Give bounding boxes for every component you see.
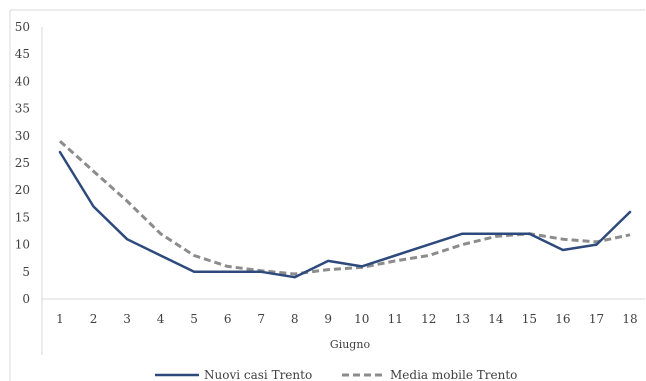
legend-label: Media mobile Trento xyxy=(390,368,517,381)
x-tick-label: 8 xyxy=(291,312,299,326)
x-tick-label: 10 xyxy=(354,312,369,326)
y-tick-label: 20 xyxy=(15,183,30,197)
legend-label: Nuovi casi Trento xyxy=(204,368,312,381)
y-tick-label: 15 xyxy=(15,210,30,224)
y-tick-label: 25 xyxy=(15,156,30,170)
y-tick-label: 10 xyxy=(15,238,30,252)
legend-item: Media mobile Trento xyxy=(342,368,517,381)
x-tick-label: 17 xyxy=(589,312,604,326)
x-tick-label: 12 xyxy=(421,312,436,326)
y-tick-label: 0 xyxy=(22,292,30,306)
legend-item: Nuovi casi Trento xyxy=(155,368,312,381)
y-tick-label: 30 xyxy=(15,129,30,143)
x-tick-label: 14 xyxy=(488,312,504,326)
x-tick-label: 3 xyxy=(123,312,131,326)
x-axis-title: Giugno xyxy=(330,338,371,351)
x-tick-label: 18 xyxy=(622,312,637,326)
x-tick-label: 9 xyxy=(324,312,332,326)
x-tick-label: 2 xyxy=(90,312,98,326)
y-tick-label: 35 xyxy=(15,102,30,116)
y-tick-label: 45 xyxy=(15,47,30,61)
y-tick-label: 40 xyxy=(15,74,30,88)
x-tick-label: 6 xyxy=(224,312,232,326)
x-tick-label: 16 xyxy=(555,312,570,326)
x-tick-label: 11 xyxy=(388,312,403,326)
x-tick-label: 4 xyxy=(157,312,165,326)
x-tick-label: 13 xyxy=(455,312,470,326)
x-tick-label: 5 xyxy=(190,312,198,326)
series-line-media-mobile xyxy=(58,140,631,276)
y-tick-label: 5 xyxy=(22,265,30,279)
x-tick-label: 15 xyxy=(522,312,537,326)
y-tick-label: 50 xyxy=(15,20,30,34)
series-line-nuovi-casi xyxy=(58,150,632,279)
x-tick-label: 1 xyxy=(56,312,64,326)
x-tick-label: 7 xyxy=(257,312,265,326)
